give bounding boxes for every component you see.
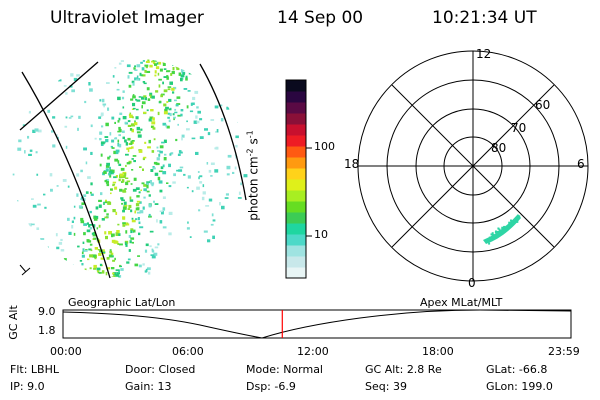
scale-mark [19,264,31,276]
colorbar-tick-100: 100 [314,140,335,153]
time-label: 10:21:34 UT [432,8,537,28]
altitude-curve [62,309,572,339]
info-gc-alt: GC Alt: 2.8 Re [365,363,442,376]
mlt-label-18: 18 [344,157,360,171]
date-label: 14 Sep 00 [277,8,364,28]
auroral-emission-image [12,58,248,278]
timeline-left-title: Geographic Lat/Lon [68,296,176,309]
timeline-ytick-min: 1.8 [38,324,56,337]
info-mode: Mode: Normal [246,363,323,376]
timeline-xtick-0000: 00:00 [50,345,82,358]
info-glat: GLat: -66.8 [486,363,548,376]
timeline-ytick-max: 9.0 [38,305,56,318]
info-door: Door: Closed [125,363,196,376]
timeline-xtick-1200: 12:00 [297,345,329,358]
colorbar-frame [285,79,307,279]
timeline-xtick-0600: 06:00 [172,345,204,358]
instrument-title: Ultraviolet Imager [50,8,204,28]
timeline-xtick-1800: 18:00 [422,345,454,358]
longitude-line [21,71,111,279]
mlt-label-6: 6 [577,157,585,171]
info-glon: GLon: 199.0 [486,380,553,393]
limb-line [199,63,247,201]
info-dsp: Dsp: -6.9 [246,380,296,393]
info-flt: Flt: LBHL [10,363,59,376]
timeline-right-title: Apex MLat/MLT [420,296,503,309]
info-ip: IP: 9.0 [10,380,45,393]
timeline-xtick-2359: 23:59 [548,345,580,358]
colorbar-gradient [286,80,306,279]
mlt-label-0: 0 [468,276,476,290]
colorbar-tick-10: 10 [314,228,328,241]
info-seq: Seq: 39 [365,380,407,393]
lat-label-60: 60 [535,98,551,112]
info-gain: Gain: 13 [125,380,172,393]
lat-label-70: 70 [511,121,527,135]
lat-label-80: 80 [491,141,507,155]
latitude-line [19,61,99,131]
timeline-frame [62,309,572,339]
mlt-label-12: 12 [476,47,492,61]
